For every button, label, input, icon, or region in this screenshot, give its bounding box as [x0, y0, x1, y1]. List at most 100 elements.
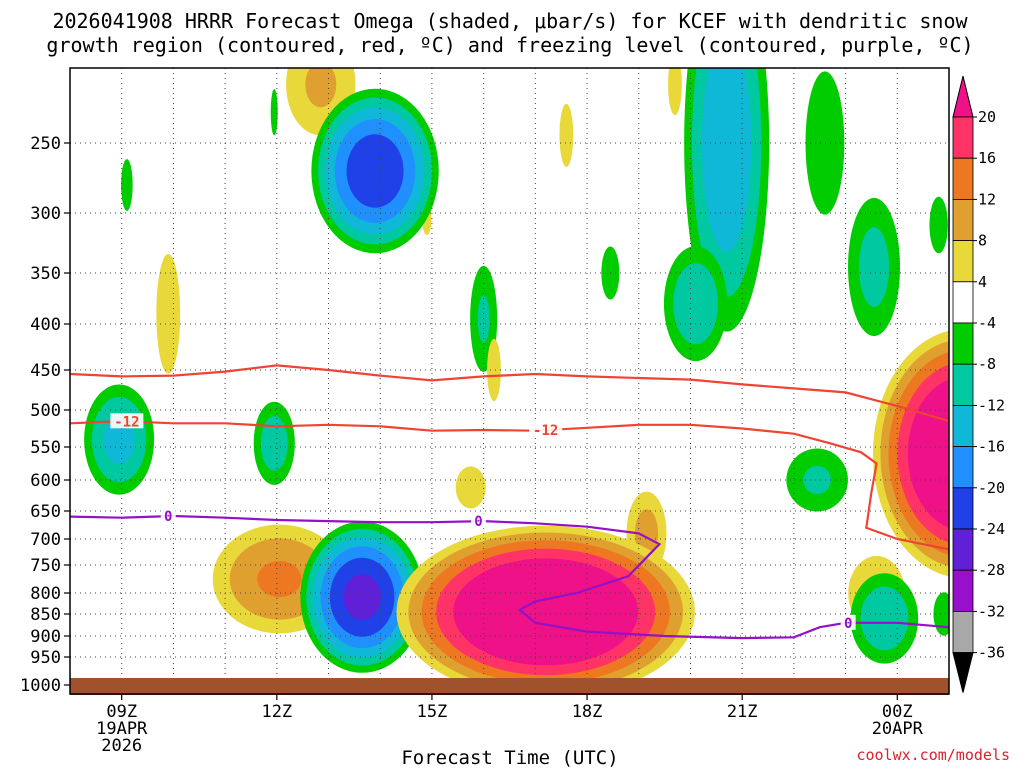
x-tick-label-09Z-0: 09Z: [106, 702, 137, 722]
chart-title-line2: growth region (contoured, red, ºC) and f…: [46, 33, 973, 57]
dgz-cold-contour-label-0: -12: [114, 414, 139, 430]
omega-cell-11-level-1: [673, 263, 719, 345]
omega-cell-3-level-0: [668, 68, 682, 116]
y-tick-label-550: 550: [30, 438, 61, 458]
x-tick-label-21Z-0: 21Z: [727, 702, 758, 722]
omega-cell-25-level-1: [860, 586, 909, 651]
x-tick-label-09Z-1: 19APR: [96, 719, 148, 739]
dgz-cold-contour-label-bg-1: [529, 422, 563, 438]
colorbar-label-6: -8: [978, 355, 996, 373]
chart-title-line1: 2026041908 HRRR Forecast Omega (shaded, …: [52, 9, 968, 33]
freezing-level-contour-label-bg-2: [840, 614, 856, 630]
y-tick-label-950: 950: [30, 648, 61, 668]
y-tick-label-500: 500: [30, 401, 61, 421]
colorbar-label-3: 8: [978, 232, 987, 250]
colorbar-band-1: [952, 157, 974, 200]
x-axis-label: Forecast Time (UTC): [401, 747, 618, 768]
omega-cell-24-level-4: [453, 558, 639, 666]
omega-cell-2-level-0: [559, 103, 574, 167]
omega-cell-10-level-2: [702, 68, 752, 252]
omega-field: [84, 68, 949, 694]
freezing-level-contour-label-1: 0: [474, 514, 482, 530]
plot-frame: [69, 67, 950, 695]
colorbar-label-11: -28: [978, 561, 1005, 579]
colorbar-label-10: -24: [978, 520, 1005, 538]
colorbar-bottom-cap: [952, 652, 974, 693]
dgz-cold-contour-label-1: -12: [533, 423, 558, 439]
freezing-level-contour: [70, 514, 949, 640]
colorbar-band-2: [952, 198, 974, 241]
colorbar-top-cap: [952, 75, 974, 118]
temperature-contours: -12 -12 0 0 0: [70, 364, 949, 640]
omega-cell-12-level-0: [805, 71, 845, 215]
freezing-level-contour-label-bg-1: [470, 513, 486, 529]
credit-text: coolwx.com/models: [856, 746, 1010, 764]
freezing-level-contour-label-2: 0: [844, 616, 852, 632]
colorbar-label-2: 12: [978, 190, 996, 208]
colorbar-label-7: -12: [978, 396, 1005, 414]
colorbar-label-4: 4: [978, 273, 987, 291]
omega-cell-6-level-0: [121, 159, 133, 211]
y-tick-label-450: 450: [30, 361, 61, 381]
omega-cell-17-level-1: [803, 465, 831, 495]
colorbar-band-12: [952, 611, 974, 654]
y-tick-label-400: 400: [30, 315, 61, 335]
omega-cell-14-level-0: [929, 196, 948, 254]
x-tick-label-15Z-0: 15Z: [417, 702, 448, 722]
y-tick-label-1000: 1000: [20, 676, 61, 696]
colorbar-label-5: -4: [978, 314, 996, 332]
colorbar-band-0: [952, 116, 974, 159]
colorbar-label-13: -36: [978, 644, 1005, 662]
y-tick-label-300: 300: [30, 204, 61, 224]
colorbar-band-4: [952, 281, 974, 324]
omega-cell-27-level-0: [933, 592, 949, 636]
colorbar-band-8: [952, 446, 974, 489]
omega-cell-5-level-4: [346, 134, 404, 208]
x-tick-label-00Z-1: 20APR: [872, 719, 924, 739]
colorbar: 20 16 12 8 4 -4 -8 -12 -16 -20 -24 -28 -32 -36: [952, 75, 1005, 693]
y-tick-label-250: 250: [30, 134, 61, 154]
colorbar-band-3: [952, 240, 974, 283]
y-axis: 2503003504004505005506006507007508008509…: [20, 134, 70, 696]
colorbar-label-8: -16: [978, 438, 1005, 456]
colorbar-label-9: -20: [978, 479, 1005, 497]
omega-cell-4-level-0: [156, 253, 181, 374]
omega-cell-0-level-1: [305, 68, 337, 108]
y-tick-label-750: 750: [30, 556, 61, 576]
omega-cell-16-level-1: [260, 416, 288, 471]
x-tick-label-18Z-0: 18Z: [572, 702, 603, 722]
y-tick-label-650: 650: [30, 502, 61, 522]
freezing-level-contour-label-0: 0: [164, 509, 172, 525]
dgz-cold-contour-label-bg-0: [110, 413, 144, 429]
colorbar-band-11: [952, 569, 974, 612]
terrain-band: [70, 678, 949, 695]
colorbar-band-5: [952, 322, 974, 365]
colorbar-label-1: 16: [978, 149, 996, 167]
x-tick-label-09Z-2: 2026: [101, 736, 142, 756]
y-tick-label-700: 700: [30, 530, 61, 550]
omega-cell-18-level-2: [257, 560, 302, 598]
colorbar-label-12: -32: [978, 602, 1005, 620]
y-tick-label-600: 600: [30, 471, 61, 491]
freezing-level-contour-label-bg-0: [160, 508, 176, 524]
omega-cell-20-level-0: [455, 466, 486, 509]
y-tick-label-800: 800: [30, 584, 61, 604]
omega-cell-7-level-0: [270, 89, 278, 136]
y-tick-label-350: 350: [30, 264, 61, 284]
dgz-cold-contour: [70, 419, 949, 551]
omega-cell-26-level-4: [907, 379, 949, 528]
colorbar-band-9: [952, 487, 974, 530]
omega-cell-23-level-5: [343, 574, 381, 620]
x-tick-label-12Z-0: 12Z: [261, 702, 292, 722]
colorbar-band-7: [952, 404, 974, 447]
x-tick-label-00Z-0: 00Z: [882, 702, 913, 722]
omega-cell-13-level-1: [859, 227, 890, 307]
colorbar-label-0: 20: [978, 108, 996, 126]
dgz-warm-contour: [70, 364, 949, 423]
colorbar-band-10: [952, 528, 974, 571]
y-tick-label-900: 900: [30, 627, 61, 647]
y-tick-label-850: 850: [30, 605, 61, 625]
colorbar-band-6: [952, 363, 974, 406]
